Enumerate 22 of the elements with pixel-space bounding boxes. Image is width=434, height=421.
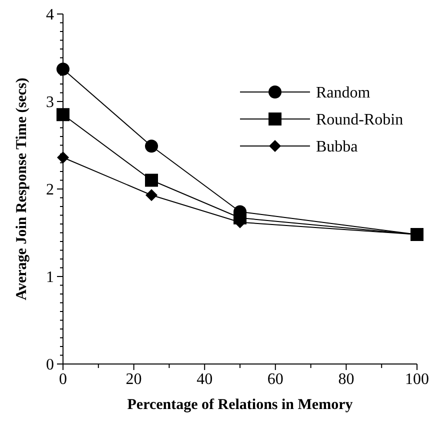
- x-tick-label: 100: [405, 371, 429, 388]
- x-tick-label: 80: [338, 371, 354, 388]
- x-tick-label: 60: [267, 371, 284, 388]
- x-tick-label: 40: [196, 371, 213, 388]
- point: [56, 108, 70, 122]
- legend-label: Random: [316, 84, 371, 102]
- point: [56, 62, 70, 76]
- x-tick-label: 0: [59, 371, 67, 388]
- y-tick-label: 3: [46, 94, 54, 112]
- x-axis-title: Percentage of Relations in Memory: [127, 397, 354, 413]
- y-tick-label: 1: [46, 269, 54, 286]
- point: [145, 174, 158, 187]
- y-tick-label: 4: [46, 6, 54, 24]
- point: [145, 140, 158, 153]
- legend-label: Round-Robin: [316, 112, 404, 129]
- y-tick-label: 0: [46, 356, 54, 374]
- legend-label: Bubba: [316, 138, 358, 156]
- point: [57, 152, 69, 164]
- x-tick-label: 20: [126, 371, 142, 388]
- y-axis-title: Average Join Response Time (secs): [14, 78, 30, 300]
- point: [146, 189, 158, 202]
- y-tick-label: 2: [46, 182, 54, 199]
